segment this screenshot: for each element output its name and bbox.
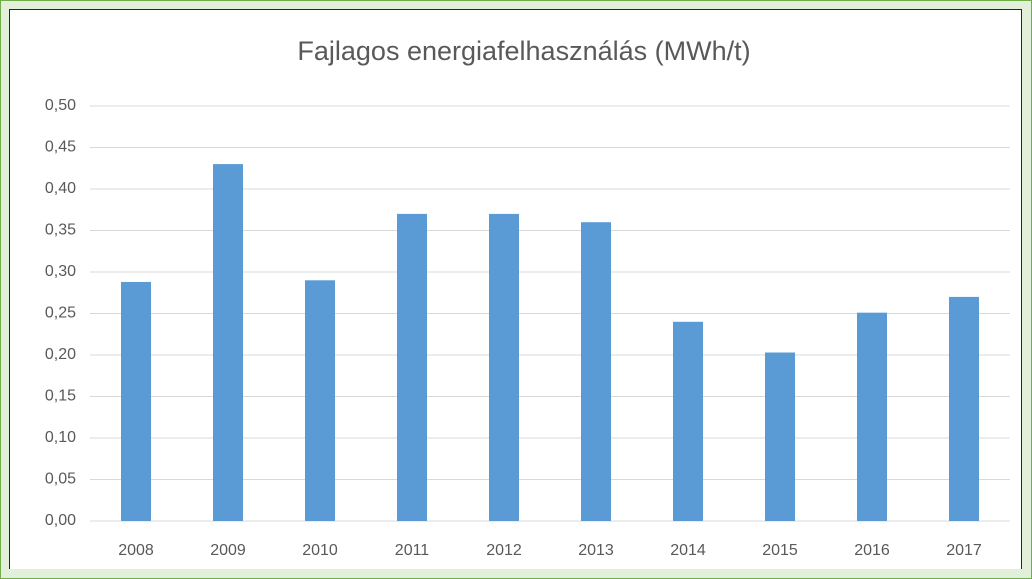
bar xyxy=(949,296,979,521)
bar xyxy=(397,213,427,521)
bar xyxy=(121,281,151,521)
y-tick-label: 0,50 xyxy=(45,97,76,114)
y-tick-label: 0,45 xyxy=(45,139,76,156)
y-tick-label: 0,20 xyxy=(45,346,76,363)
x-tick-label: 2008 xyxy=(118,542,154,559)
chart: Fajlagos energiafelhasználás (MWh/t) 0,0… xyxy=(9,9,1022,569)
x-tick-label: 2013 xyxy=(578,542,614,559)
y-tick-label: 0,05 xyxy=(45,471,76,488)
y-tick-label: 0,10 xyxy=(45,429,76,446)
x-tick-label: 2012 xyxy=(486,542,522,559)
bar xyxy=(673,321,703,521)
x-tick-label: 2010 xyxy=(302,542,338,559)
bar xyxy=(765,352,795,521)
x-tick-label: 2011 xyxy=(395,542,430,559)
x-tick-label: 2016 xyxy=(854,542,890,559)
bar xyxy=(581,222,611,521)
y-tick-label: 0,40 xyxy=(45,180,76,197)
bar xyxy=(857,312,887,521)
bar xyxy=(213,164,243,521)
x-tick-label: 2017 xyxy=(946,542,982,559)
x-tick-label: 2014 xyxy=(670,542,706,559)
y-tick-label: 0,30 xyxy=(45,263,76,280)
y-tick-label: 0,15 xyxy=(45,388,76,405)
x-tick-label: 2015 xyxy=(762,542,798,559)
bar xyxy=(305,280,335,521)
bar xyxy=(489,213,519,521)
chart-title: Fajlagos energiafelhasználás (MWh/t) xyxy=(297,36,750,66)
y-tick-label: 0,35 xyxy=(45,222,76,239)
x-tick-label: 2009 xyxy=(210,542,246,559)
y-tick-label: 0,00 xyxy=(45,512,76,529)
y-tick-label: 0,25 xyxy=(45,305,76,322)
